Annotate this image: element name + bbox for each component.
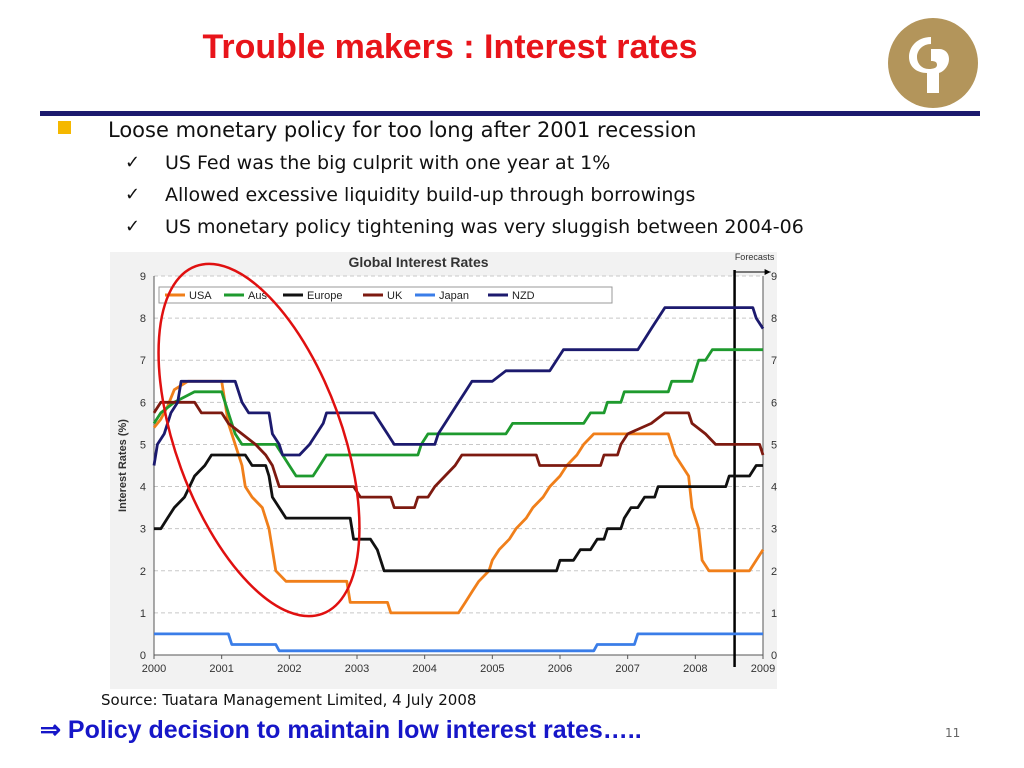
slide-title: Trouble makers : Interest rates (202, 28, 698, 66)
legend-label-europe: Europe (307, 290, 342, 302)
legend-label-uk: UK (387, 290, 403, 302)
y-tick-label-right: 0 (771, 650, 777, 662)
source-note: Source: Tuatara Management Limited, 4 Ju… (101, 691, 477, 709)
y-tick-label-left: 6 (140, 397, 146, 409)
sub-bullet-1: US Fed was the big culprit with one year… (165, 152, 611, 174)
y-tick-label-right: 6 (771, 397, 777, 409)
x-tick-label: 2001 (209, 663, 233, 675)
y-tick-label-left: 1 (140, 608, 146, 620)
sub-bullet-2: Allowed excessive liquidity build-up thr… (165, 184, 696, 206)
forecast-arrow-head (764, 269, 771, 275)
legend-label-nzd: NZD (512, 290, 535, 302)
x-tick-label: 2008 (683, 663, 707, 675)
legend-label-usa: USA (189, 290, 212, 302)
y-tick-label-left: 4 (140, 482, 146, 494)
x-tick-label: 2002 (277, 663, 301, 675)
main-bullet: Loose monetary policy for too long after… (108, 118, 697, 142)
sub-bullet-3: US monetary policy tightening was very s… (165, 216, 804, 238)
y-tick-label-right: 8 (771, 313, 777, 325)
y-axis-title-left: Interest Rates (%) (117, 419, 129, 512)
header-rule (40, 111, 980, 116)
y-tick-label-right: 9 (771, 271, 777, 283)
chart-svg: 0 0 1 1 2 2 3 3 4 4 5 5 6 6 7 7 8 8 9 9 2000 2001 2002 2003 2004… (117, 252, 792, 675)
forecast-label: Forecasts (735, 252, 775, 262)
x-tick-label: 2004 (412, 663, 436, 675)
y-tick-label-left: 8 (140, 313, 146, 325)
y-tick-label-left: 3 (140, 524, 146, 536)
y-tick-label-left: 9 (140, 271, 146, 283)
legend-label-aus: Aus (248, 290, 267, 302)
global-interest-rates-chart: 0 0 1 1 2 2 3 3 4 4 5 5 6 6 7 7 8 8 9 9 2000 2001 2002 2003 2004… (110, 252, 792, 689)
check-icon: ✓ (125, 216, 141, 237)
x-tick-label: 2007 (615, 663, 639, 675)
x-tick-label: 2003 (345, 663, 369, 675)
y-tick-label-left: 2 (140, 566, 146, 578)
legend-label-japan: Japan (439, 290, 469, 302)
y-tick-label-left: 7 (140, 355, 146, 367)
chart-title: Global Interest Rates (348, 254, 488, 270)
y-tick-label-right: 4 (771, 482, 777, 494)
bullet-square-icon (58, 121, 71, 134)
check-icon: ✓ (125, 152, 141, 173)
y-tick-label-right: 7 (771, 355, 777, 367)
x-tick-label: 2005 (480, 663, 504, 675)
x-tick-label: 2006 (548, 663, 572, 675)
y-tick-label-right: 2 (771, 566, 777, 578)
y-tick-label-left: 5 (140, 439, 146, 451)
plot-area (154, 276, 763, 655)
conclusion-text: ⇒ Policy decision to maintain low intere… (40, 716, 642, 744)
x-tick-label: 2000 (142, 663, 166, 675)
x-tick-label: 2009 (751, 663, 775, 675)
check-icon: ✓ (125, 184, 141, 205)
y-tick-label-right: 3 (771, 524, 777, 536)
y-tick-label-left: 0 (140, 650, 146, 662)
page-number: 11 (945, 726, 961, 740)
y-tick-label-right: 5 (771, 439, 777, 451)
series-line-japan (154, 632, 763, 653)
y-tick-label-right: 1 (771, 608, 777, 620)
reliance-logo-icon (888, 18, 978, 108)
